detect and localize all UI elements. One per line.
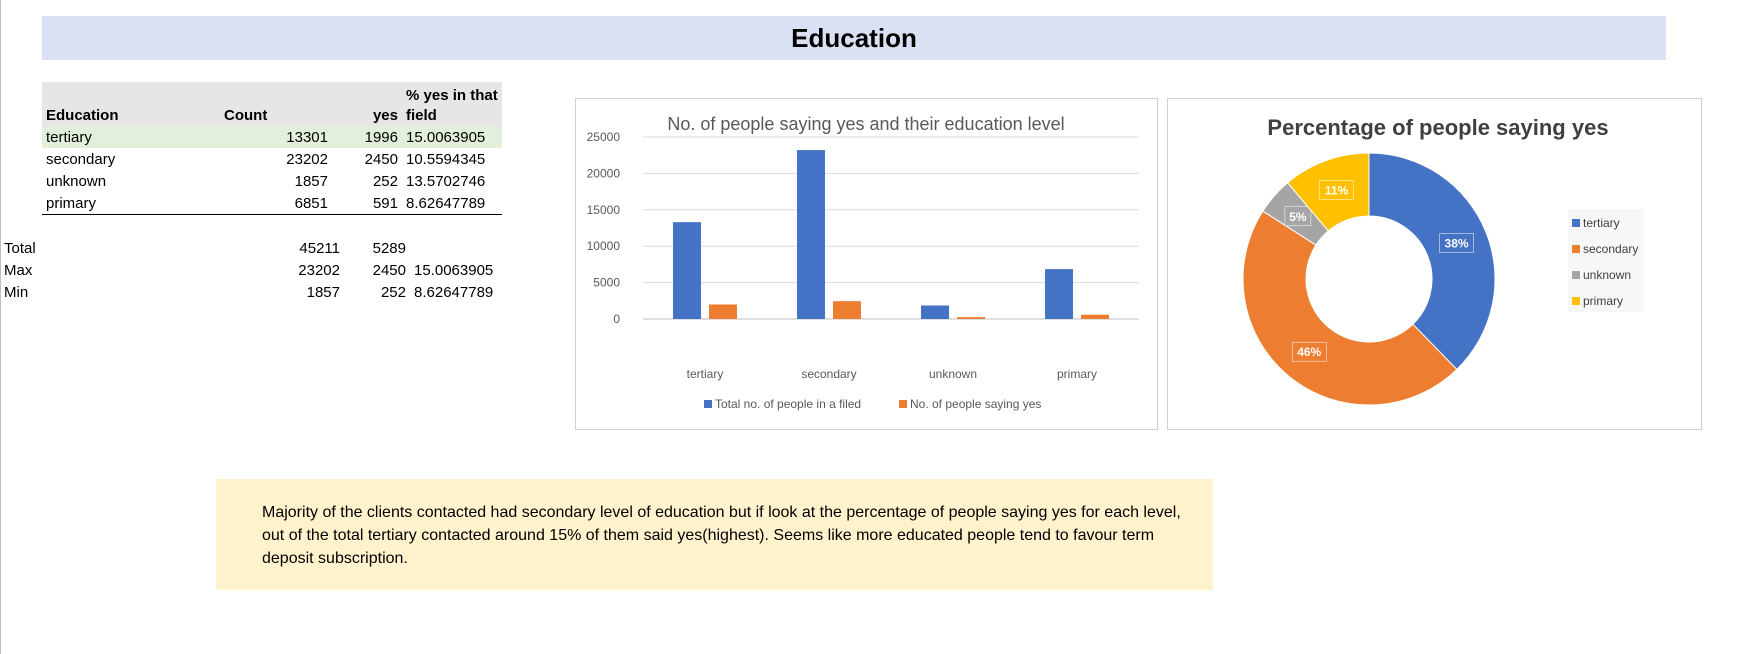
y-tick-label: 10000 <box>587 239 621 253</box>
bar-yes <box>833 301 861 319</box>
cell-yes[interactable]: 591 <box>332 192 402 215</box>
legend-label: Total no. of people in a filed <box>715 397 861 411</box>
insight-note-text: Majority of the clients contacted had se… <box>262 504 1181 567</box>
y-tick-label: 20000 <box>587 166 621 180</box>
legend-label: primary <box>1583 294 1623 308</box>
y-tick-label: 5000 <box>593 276 620 290</box>
cell-education[interactable]: tertiary <box>42 126 220 148</box>
cell-count[interactable]: 6851 <box>220 192 332 215</box>
donut-chart[interactable]: Percentage of people saying yes 38% 46% 5% 1… <box>1167 98 1702 430</box>
data-label-box <box>1291 341 1327 362</box>
y-tick-label: 0 <box>613 312 620 326</box>
bar-total <box>797 150 825 319</box>
data-label: 38% <box>1445 236 1469 250</box>
data-label: 46% <box>1297 345 1321 359</box>
summary-pct[interactable]: 8.62647789 <box>414 284 494 301</box>
cell-pct[interactable]: 8.62647789 <box>402 192 502 215</box>
bar-yes <box>957 317 985 319</box>
title-banner: Education <box>42 16 1666 60</box>
bar-chart[interactable]: No. of people saying yes and their educa… <box>575 98 1158 430</box>
summary-label[interactable]: Min <box>4 284 29 301</box>
cell-count[interactable]: 1857 <box>294 172 328 190</box>
bar-yes <box>709 304 737 319</box>
table-header-row-1: % yes in that <box>42 82 502 104</box>
chart-title: Percentage of people saying yes <box>1267 115 1608 140</box>
summary-label[interactable]: Max <box>4 262 33 279</box>
summary-yes[interactable]: 5289 <box>372 240 406 257</box>
legend-label: unknown <box>1583 268 1631 282</box>
legend-label: No. of people saying yes <box>910 397 1041 411</box>
page-title: Education <box>791 22 917 53</box>
x-tick-label: secondary <box>801 367 856 381</box>
bar-chart-svg: No. of people saying yes and their educa… <box>587 114 1139 411</box>
y-tick-label: 15000 <box>587 203 621 217</box>
data-label-box <box>1319 180 1354 200</box>
legend-background <box>1568 209 1644 312</box>
cell-count[interactable]: 13301 <box>220 126 332 148</box>
cell-pct[interactable]: 15.0063905 <box>402 126 502 148</box>
table-row: primary 6851 591 8.62647789 <box>42 192 502 215</box>
cell-yes[interactable]: 1996 <box>332 126 402 148</box>
table-row: tertiary 13301 1996 15.0063905 <box>42 126 502 148</box>
summary-yes[interactable]: 252 <box>380 284 406 301</box>
donut-slice-tertiary <box>1368 152 1496 371</box>
header-pct-line1[interactable]: % yes in that <box>402 82 502 104</box>
legend-swatch <box>1572 271 1580 279</box>
cell-pct[interactable]: 10.5594345 <box>406 150 486 168</box>
bar-total <box>1045 269 1073 319</box>
x-tick-label: tertiary <box>687 367 724 381</box>
data-label: 5% <box>1289 210 1307 224</box>
legend-swatch <box>1572 219 1580 227</box>
legend-swatch <box>704 400 712 408</box>
cell-education[interactable]: secondary <box>46 150 116 168</box>
summary-label[interactable]: Total <box>4 240 36 257</box>
summary-pct[interactable]: 15.0063905 <box>414 262 494 279</box>
summary-yes[interactable]: 2450 <box>372 262 406 279</box>
education-table: % yes in that Education Count yes field … <box>42 82 502 215</box>
cell-yes[interactable]: 2450 <box>364 150 398 168</box>
legend-label: tertiary <box>1583 216 1620 230</box>
header-yes[interactable]: yes <box>332 104 402 126</box>
x-tick-label: unknown <box>929 367 977 381</box>
header-count[interactable]: Count <box>220 104 332 126</box>
y-tick-label: 25000 <box>587 130 621 144</box>
bar-total <box>921 305 949 319</box>
chart-title: No. of people saying yes and their educa… <box>667 114 1064 134</box>
bar-total <box>673 222 701 319</box>
summary-count[interactable]: 1857 <box>306 284 340 301</box>
x-tick-label: primary <box>1057 367 1097 381</box>
header-pct-line2[interactable]: field <box>402 104 502 126</box>
table-header-row-2: Education Count yes field <box>42 104 502 126</box>
legend-label: secondary <box>1583 242 1638 256</box>
insight-note: Majority of the clients contacted had se… <box>216 479 1213 590</box>
summary-count[interactable]: 23202 <box>298 262 340 279</box>
table-row: unknown 1857 252 13.5702746 <box>42 170 502 192</box>
cell-education[interactable]: primary <box>42 192 220 215</box>
cell-pct[interactable]: 13.5702746 <box>406 172 486 190</box>
legend-swatch <box>899 400 907 408</box>
data-label-box <box>1439 233 1474 253</box>
table-row: secondary 23202 2450 10.5594345 <box>42 148 502 170</box>
cell-count[interactable]: 23202 <box>286 150 328 168</box>
cell-yes[interactable]: 252 <box>372 172 398 190</box>
bar-yes <box>1081 314 1109 319</box>
summary-count[interactable]: 45211 <box>299 240 340 257</box>
legend-swatch <box>1572 297 1580 305</box>
legend-swatch <box>1572 245 1580 253</box>
donut-chart-svg: Percentage of people saying yes 38% 46% 5% 1… <box>1242 115 1644 406</box>
header-education[interactable]: Education <box>42 104 220 126</box>
data-label-box <box>1284 206 1312 227</box>
data-label: 11% <box>1325 183 1349 197</box>
cell-education[interactable]: unknown <box>46 172 107 190</box>
sheet-left-border <box>0 0 1 654</box>
